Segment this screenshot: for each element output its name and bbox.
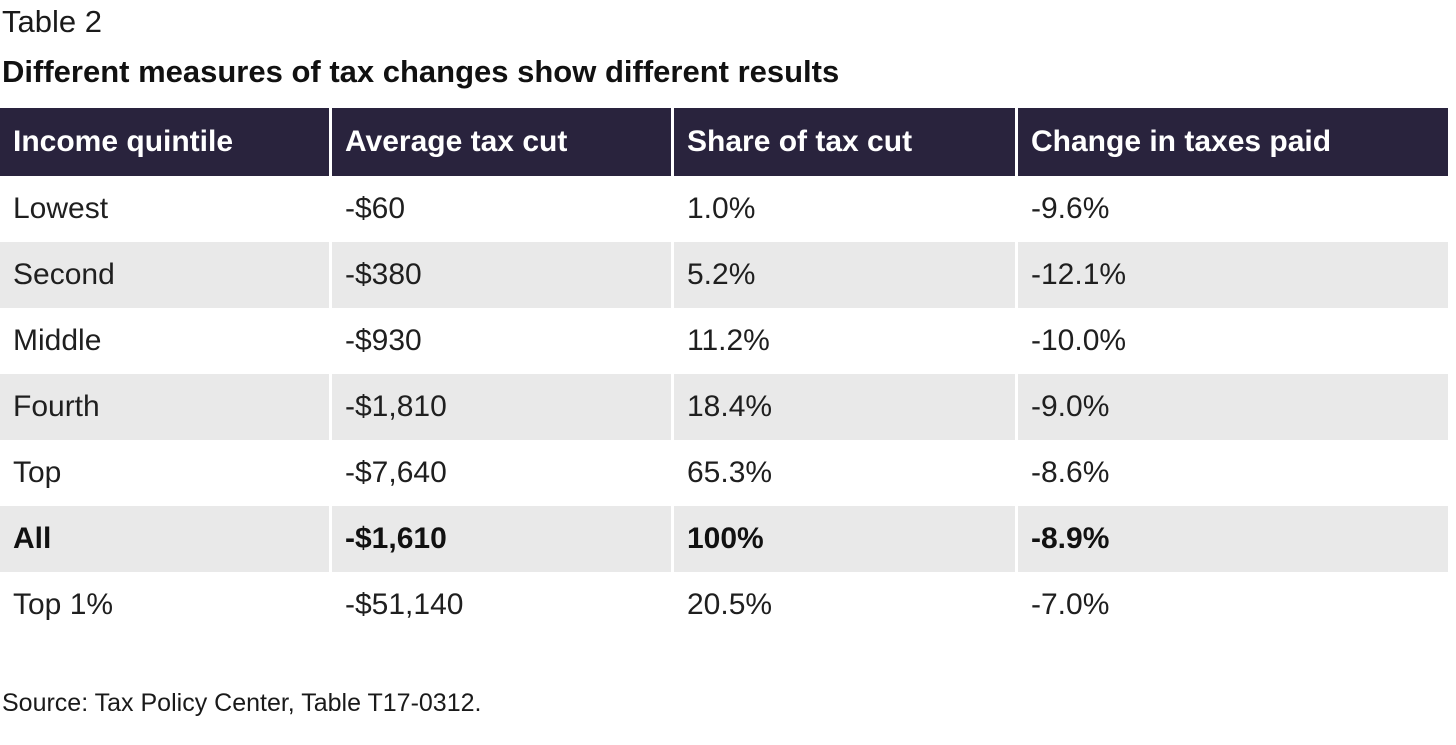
cell-income-quintile: Middle xyxy=(0,308,332,374)
cell-average-tax-cut: -$930 xyxy=(332,308,674,374)
cell-income-quintile: Second xyxy=(0,242,332,308)
cell-income-quintile: All xyxy=(0,506,332,572)
tax-changes-table: Income quintile Average tax cut Share of… xyxy=(0,108,1448,638)
cell-average-tax-cut: -$380 xyxy=(332,242,674,308)
header-change-in-taxes-paid: Change in taxes paid xyxy=(1018,108,1448,176)
table-row-total: All -$1,610 100% -8.9% xyxy=(0,506,1448,572)
table-title: Different measures of tax changes show d… xyxy=(2,54,840,89)
cell-average-tax-cut: -$60 xyxy=(332,176,674,242)
cell-share-of-tax-cut: 11.2% xyxy=(674,308,1018,374)
cell-share-of-tax-cut: 20.5% xyxy=(674,572,1018,638)
table-label: Table 2 xyxy=(2,4,102,39)
table-row: Top 1% -$51,140 20.5% -7.0% xyxy=(0,572,1448,638)
header-row: Income quintile Average tax cut Share of… xyxy=(0,108,1448,176)
cell-average-tax-cut: -$7,640 xyxy=(332,440,674,506)
cell-change-in-taxes-paid: -7.0% xyxy=(1031,588,1110,621)
table-header: Income quintile Average tax cut Share of… xyxy=(0,108,1448,176)
cell-income-quintile: Lowest xyxy=(0,176,332,242)
cell-share-of-tax-cut: 100% xyxy=(674,506,1018,572)
header-share-of-tax-cut: Share of tax cut xyxy=(674,108,1018,176)
table-row: Top -$7,640 65.3% -8.6% xyxy=(0,440,1448,506)
header-average-tax-cut: Average tax cut xyxy=(332,108,674,176)
cell-income-quintile: Top 1% xyxy=(0,572,332,638)
cell-share-of-tax-cut: 5.2% xyxy=(674,242,1018,308)
cell-change-in-taxes-paid: -12.1% xyxy=(1018,242,1448,308)
cell-income-quintile: Fourth xyxy=(0,374,332,440)
cell-share-of-tax-cut: 1.0% xyxy=(674,176,1018,242)
cell-change-in-taxes-paid: -8.9% xyxy=(1018,506,1448,572)
table-row: Middle -$930 11.2% -10.0% xyxy=(0,308,1448,374)
table-row: Lowest -$60 1.0% -9.6% xyxy=(0,176,1448,242)
cell-share-of-tax-cut: 18.4% xyxy=(674,374,1018,440)
cell-change-in-taxes-paid: -9.0% xyxy=(1018,374,1448,440)
cell-change-in-taxes-paid: -8.6% xyxy=(1031,456,1110,489)
cell-average-tax-cut: -$1,810 xyxy=(332,374,674,440)
cell-income-quintile: Top xyxy=(0,440,332,506)
table-row: Fourth -$1,810 18.4% -9.0% xyxy=(0,374,1448,440)
cell-average-tax-cut: -$1,610 xyxy=(332,506,674,572)
cell-share-of-tax-cut: 65.3% xyxy=(674,440,1018,506)
table-body: Lowest -$60 1.0% -9.6% Second -$380 5.2%… xyxy=(0,176,1448,638)
table-row: Second -$380 5.2% -12.1% xyxy=(0,242,1448,308)
cell-average-tax-cut: -$51,140 xyxy=(332,572,674,638)
source-note: Source: Tax Policy Center, Table T17-031… xyxy=(2,689,482,717)
cell-change-in-taxes-paid: -9.6% xyxy=(1031,192,1110,225)
header-income-quintile: Income quintile xyxy=(0,108,332,176)
cell-change-in-taxes-paid: -10.0% xyxy=(1031,324,1127,357)
